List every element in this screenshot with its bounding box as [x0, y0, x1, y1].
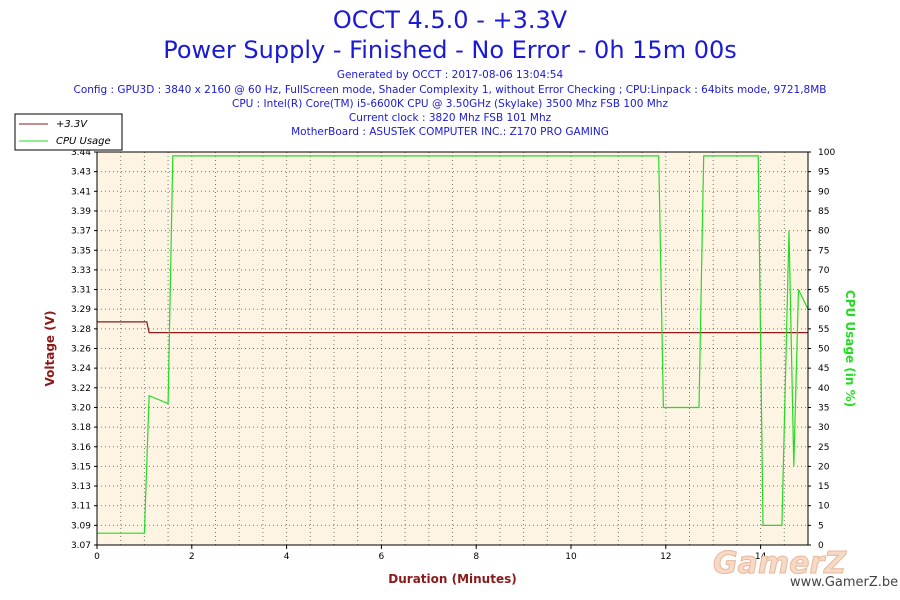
- y-tick-label: 3.35: [71, 246, 91, 256]
- y-right-tick-label: 50: [818, 345, 830, 355]
- y-tick-label: 3.44: [71, 148, 91, 158]
- info-cpu: CPU : Intel(R) Core(TM) i5-6600K CPU @ 3…: [232, 98, 668, 110]
- x-axis-label: Duration (Minutes): [388, 572, 516, 586]
- y-tick-label: 3.33: [71, 266, 91, 276]
- x-tick-label: 12: [660, 552, 671, 562]
- series-layer: [97, 155, 809, 534]
- y-tick-label: 3.24: [71, 364, 91, 374]
- info-motherboard: MotherBoard : ASUSTeK COMPUTER INC.: Z17…: [291, 126, 609, 138]
- y-tick-label: 3.07: [71, 541, 91, 551]
- series-line-cpu-usage: [97, 155, 809, 534]
- y-tick-label: 3.15: [71, 462, 91, 472]
- ticks: 3.07 3.09 3.11 3.13 3.15 3.16 3.18 3.20 3.22 3.24…: [71, 148, 835, 562]
- y-right-tick-label: 10: [818, 502, 830, 512]
- y-right-tick-label: 65: [818, 286, 829, 296]
- y-tick-label: 3.37: [71, 227, 91, 237]
- y-right-tick-label: 45: [818, 364, 829, 374]
- watermark-url: www.GamerZ.be: [790, 575, 898, 590]
- y-right-tick-label: 60: [818, 305, 830, 315]
- info-generated: Generated by OCCT : 2017-08-06 13:04:54: [336, 69, 564, 81]
- x-tick-label: 14: [755, 552, 767, 562]
- y-right-tick-label: 100: [818, 148, 835, 158]
- y-axis-right-label: CPU Usage (in %): [843, 290, 857, 407]
- y-tick-label: 3.09: [71, 521, 91, 531]
- y-right-tick-label: 80: [818, 227, 830, 237]
- y-right-tick-label: 25: [818, 443, 829, 453]
- y-right-tick-label: 30: [818, 423, 830, 433]
- y-tick-label: 3.28: [71, 325, 91, 335]
- y-right-tick-label: 85: [818, 207, 829, 217]
- y-tick-label: 3.26: [71, 345, 91, 355]
- info-clock: Current clock : 3820 Mhz FSB 101 Mhz: [348, 112, 552, 124]
- y-right-tick-label: 20: [818, 462, 830, 472]
- y-tick-label: 3.11: [71, 502, 91, 512]
- y-tick-label: 3.29: [71, 305, 91, 315]
- x-tick-label: 4: [284, 552, 290, 562]
- legend-box: [14, 113, 123, 151]
- y-right-tick-label: 75: [818, 246, 829, 256]
- y-tick-label: 3.41: [71, 187, 91, 197]
- y-right-tick-label: 95: [818, 168, 829, 178]
- chart-subtitle: Power Supply - Finished - No Error - 0h …: [163, 36, 737, 64]
- info-config: Config : GPU3D : 3840 x 2160 @ 60 Hz, Fu…: [73, 84, 827, 96]
- y-right-tick-label: 5: [818, 521, 824, 531]
- legend-label-voltage: +3.3V: [56, 119, 88, 130]
- y-tick-label: 3.39: [71, 207, 91, 217]
- legend: +3.3V CPU Usage: [14, 113, 123, 151]
- y-right-tick-label: 35: [818, 403, 829, 413]
- x-tick-label: 6: [379, 552, 385, 562]
- x-tick-label: 8: [473, 552, 479, 562]
- y-axis-label: Voltage (V): [43, 311, 57, 387]
- y-tick-label: 3.20: [71, 403, 91, 413]
- x-tick-label: 10: [565, 552, 577, 562]
- y-tick-label: 3.22: [71, 384, 91, 394]
- y-tick-label: 3.43: [71, 168, 91, 178]
- y-tick-label: 3.13: [71, 482, 91, 492]
- watermark-logo: GamerZ: [713, 546, 847, 581]
- x-tick-label: 2: [189, 552, 195, 562]
- series-line-voltage: [97, 321, 808, 334]
- y-tick-label: 3.18: [71, 423, 91, 433]
- y-tick-label: 3.31: [71, 286, 91, 296]
- y-right-tick-label: 70: [818, 266, 830, 276]
- y-right-tick-label: 90: [818, 187, 830, 197]
- legend-label-cpu: CPU Usage: [56, 136, 111, 147]
- grid: [97, 152, 808, 545]
- y-right-tick-label: 55: [818, 325, 829, 335]
- chart-title: OCCT 4.5.0 - +3.3V: [332, 6, 568, 34]
- y-right-tick-label: 40: [818, 384, 830, 394]
- y-right-tick-label: 15: [818, 482, 829, 492]
- plot-frame: [96, 151, 809, 546]
- y-right-tick-label: 0: [818, 541, 824, 551]
- x-tick-label: 0: [94, 552, 100, 562]
- y-tick-label: 3.16: [71, 443, 91, 453]
